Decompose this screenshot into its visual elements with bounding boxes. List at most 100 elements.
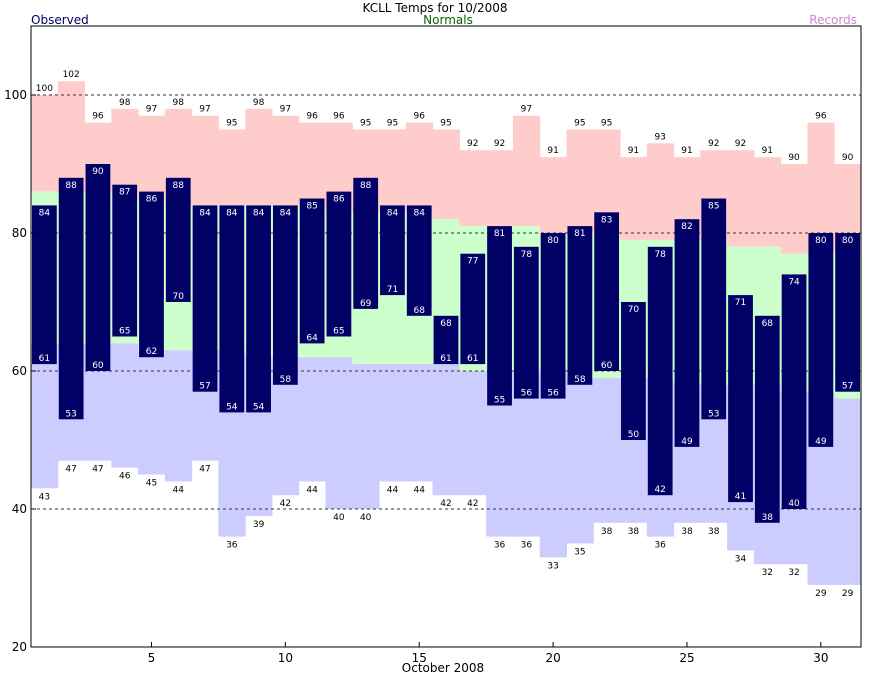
- record-high-band: [512, 115, 541, 227]
- observed-bar: [567, 226, 593, 385]
- observed-bar: [299, 198, 325, 344]
- observed-low-label: 65: [333, 327, 344, 337]
- observed-low-label: 41: [735, 492, 746, 502]
- plot-area: 100 43 84 61 102 47 88 53 96 47 90 60 98 46 87 65 97 45 86…: [4, 25, 862, 665]
- record-high-band: [31, 95, 59, 192]
- observed-bar: [701, 198, 727, 420]
- record-low-label: 45: [146, 479, 157, 489]
- observed-low-label: 70: [173, 292, 185, 302]
- observed-bar: [674, 219, 700, 447]
- observed-high-label: 85: [306, 202, 317, 212]
- record-high-label: 95: [360, 119, 371, 129]
- record-low-band: [138, 350, 166, 475]
- observed-low-label: 50: [628, 430, 640, 440]
- observed-low-label: 61: [39, 354, 50, 364]
- observed-low-label: 62: [146, 347, 157, 357]
- x-tick-label: 5: [148, 651, 156, 665]
- record-low-label: 36: [521, 541, 533, 551]
- record-low-label: 29: [842, 589, 854, 599]
- record-low-label: 40: [360, 513, 372, 523]
- record-high-band: [539, 157, 567, 233]
- observed-bar: [754, 315, 780, 523]
- observed-high-label: 81: [574, 229, 585, 239]
- record-low-band: [325, 357, 353, 509]
- record-high-label: 97: [521, 105, 532, 115]
- record-low-label: 35: [574, 548, 585, 558]
- record-high-band: [459, 150, 487, 227]
- record-high-band: [566, 129, 594, 233]
- record-high-label: 91: [762, 146, 773, 156]
- observed-bar: [781, 274, 807, 509]
- record-high-band: [218, 129, 246, 206]
- observed-low-label: 53: [65, 409, 76, 419]
- observed-bar: [540, 233, 566, 399]
- record-high-band: [191, 115, 219, 206]
- record-high-band: [245, 108, 273, 206]
- record-high-band: [620, 157, 648, 240]
- record-low-label: 34: [735, 554, 747, 564]
- record-high-label: 95: [226, 119, 237, 129]
- observed-bar: [513, 246, 539, 399]
- record-high-label: 93: [654, 132, 665, 142]
- observed-bar: [353, 177, 379, 309]
- record-low-band: [298, 357, 327, 482]
- record-low-label: 38: [628, 527, 640, 537]
- record-low-label: 43: [39, 492, 50, 502]
- record-low-label: 32: [788, 568, 799, 578]
- record-low-band: [432, 364, 460, 496]
- observed-bar: [246, 205, 271, 413]
- observed-low-label: 58: [280, 375, 292, 385]
- observed-high-label: 84: [387, 208, 399, 218]
- record-high-label: 96: [92, 112, 104, 122]
- record-low-band: [566, 377, 594, 544]
- observed-bar: [272, 205, 298, 385]
- record-high-label: 90: [788, 153, 800, 163]
- record-high-band: [727, 150, 755, 247]
- observed-bar: [32, 205, 57, 365]
- record-high-band: [807, 122, 835, 254]
- record-high-band: [780, 164, 808, 254]
- x-tick-label: 10: [278, 651, 293, 665]
- observed-high-label: 81: [494, 229, 505, 239]
- record-high-label: 97: [199, 105, 210, 115]
- x-tick-label: 20: [545, 651, 560, 665]
- record-high-label: 95: [601, 119, 612, 129]
- observed-low-label: 49: [681, 437, 693, 447]
- record-low-band: [111, 343, 139, 468]
- observed-low-label: 60: [92, 361, 104, 371]
- record-high-band: [298, 122, 327, 206]
- observed-high-label: 88: [173, 181, 185, 191]
- record-high-band: [646, 143, 675, 240]
- record-low-band: [834, 398, 862, 585]
- observed-low-label: 69: [360, 299, 372, 309]
- record-low-label: 36: [654, 541, 666, 551]
- record-high-band: [753, 157, 782, 247]
- record-high-band: [432, 129, 460, 220]
- observed-low-label: 54: [226, 402, 238, 412]
- record-high-band: [405, 122, 434, 213]
- observed-high-label: 77: [467, 257, 478, 267]
- record-low-label: 42: [280, 499, 291, 509]
- record-low-label: 44: [413, 485, 425, 495]
- record-high-band: [379, 129, 407, 213]
- y-tick-label: 100: [4, 88, 27, 102]
- record-low-label: 44: [173, 485, 185, 495]
- observed-high-label: 84: [280, 208, 292, 218]
- record-low-label: 36: [226, 541, 238, 551]
- observed-low-label: 61: [467, 354, 478, 364]
- record-low-band: [352, 364, 380, 509]
- observed-low-label: 53: [708, 409, 719, 419]
- observed-low-label: 57: [842, 382, 853, 392]
- record-low-band: [459, 371, 487, 496]
- record-high-label: 98: [253, 98, 265, 108]
- record-high-label: 96: [413, 112, 425, 122]
- legend-observed: Observed: [31, 13, 89, 27]
- observed-bar: [326, 191, 352, 337]
- record-low-label: 46: [119, 472, 131, 482]
- observed-bar: [835, 233, 860, 392]
- observed-bar: [139, 191, 164, 358]
- y-tick-label: 80: [12, 226, 27, 240]
- record-low-label: 42: [467, 499, 478, 509]
- record-low-label: 42: [440, 499, 451, 509]
